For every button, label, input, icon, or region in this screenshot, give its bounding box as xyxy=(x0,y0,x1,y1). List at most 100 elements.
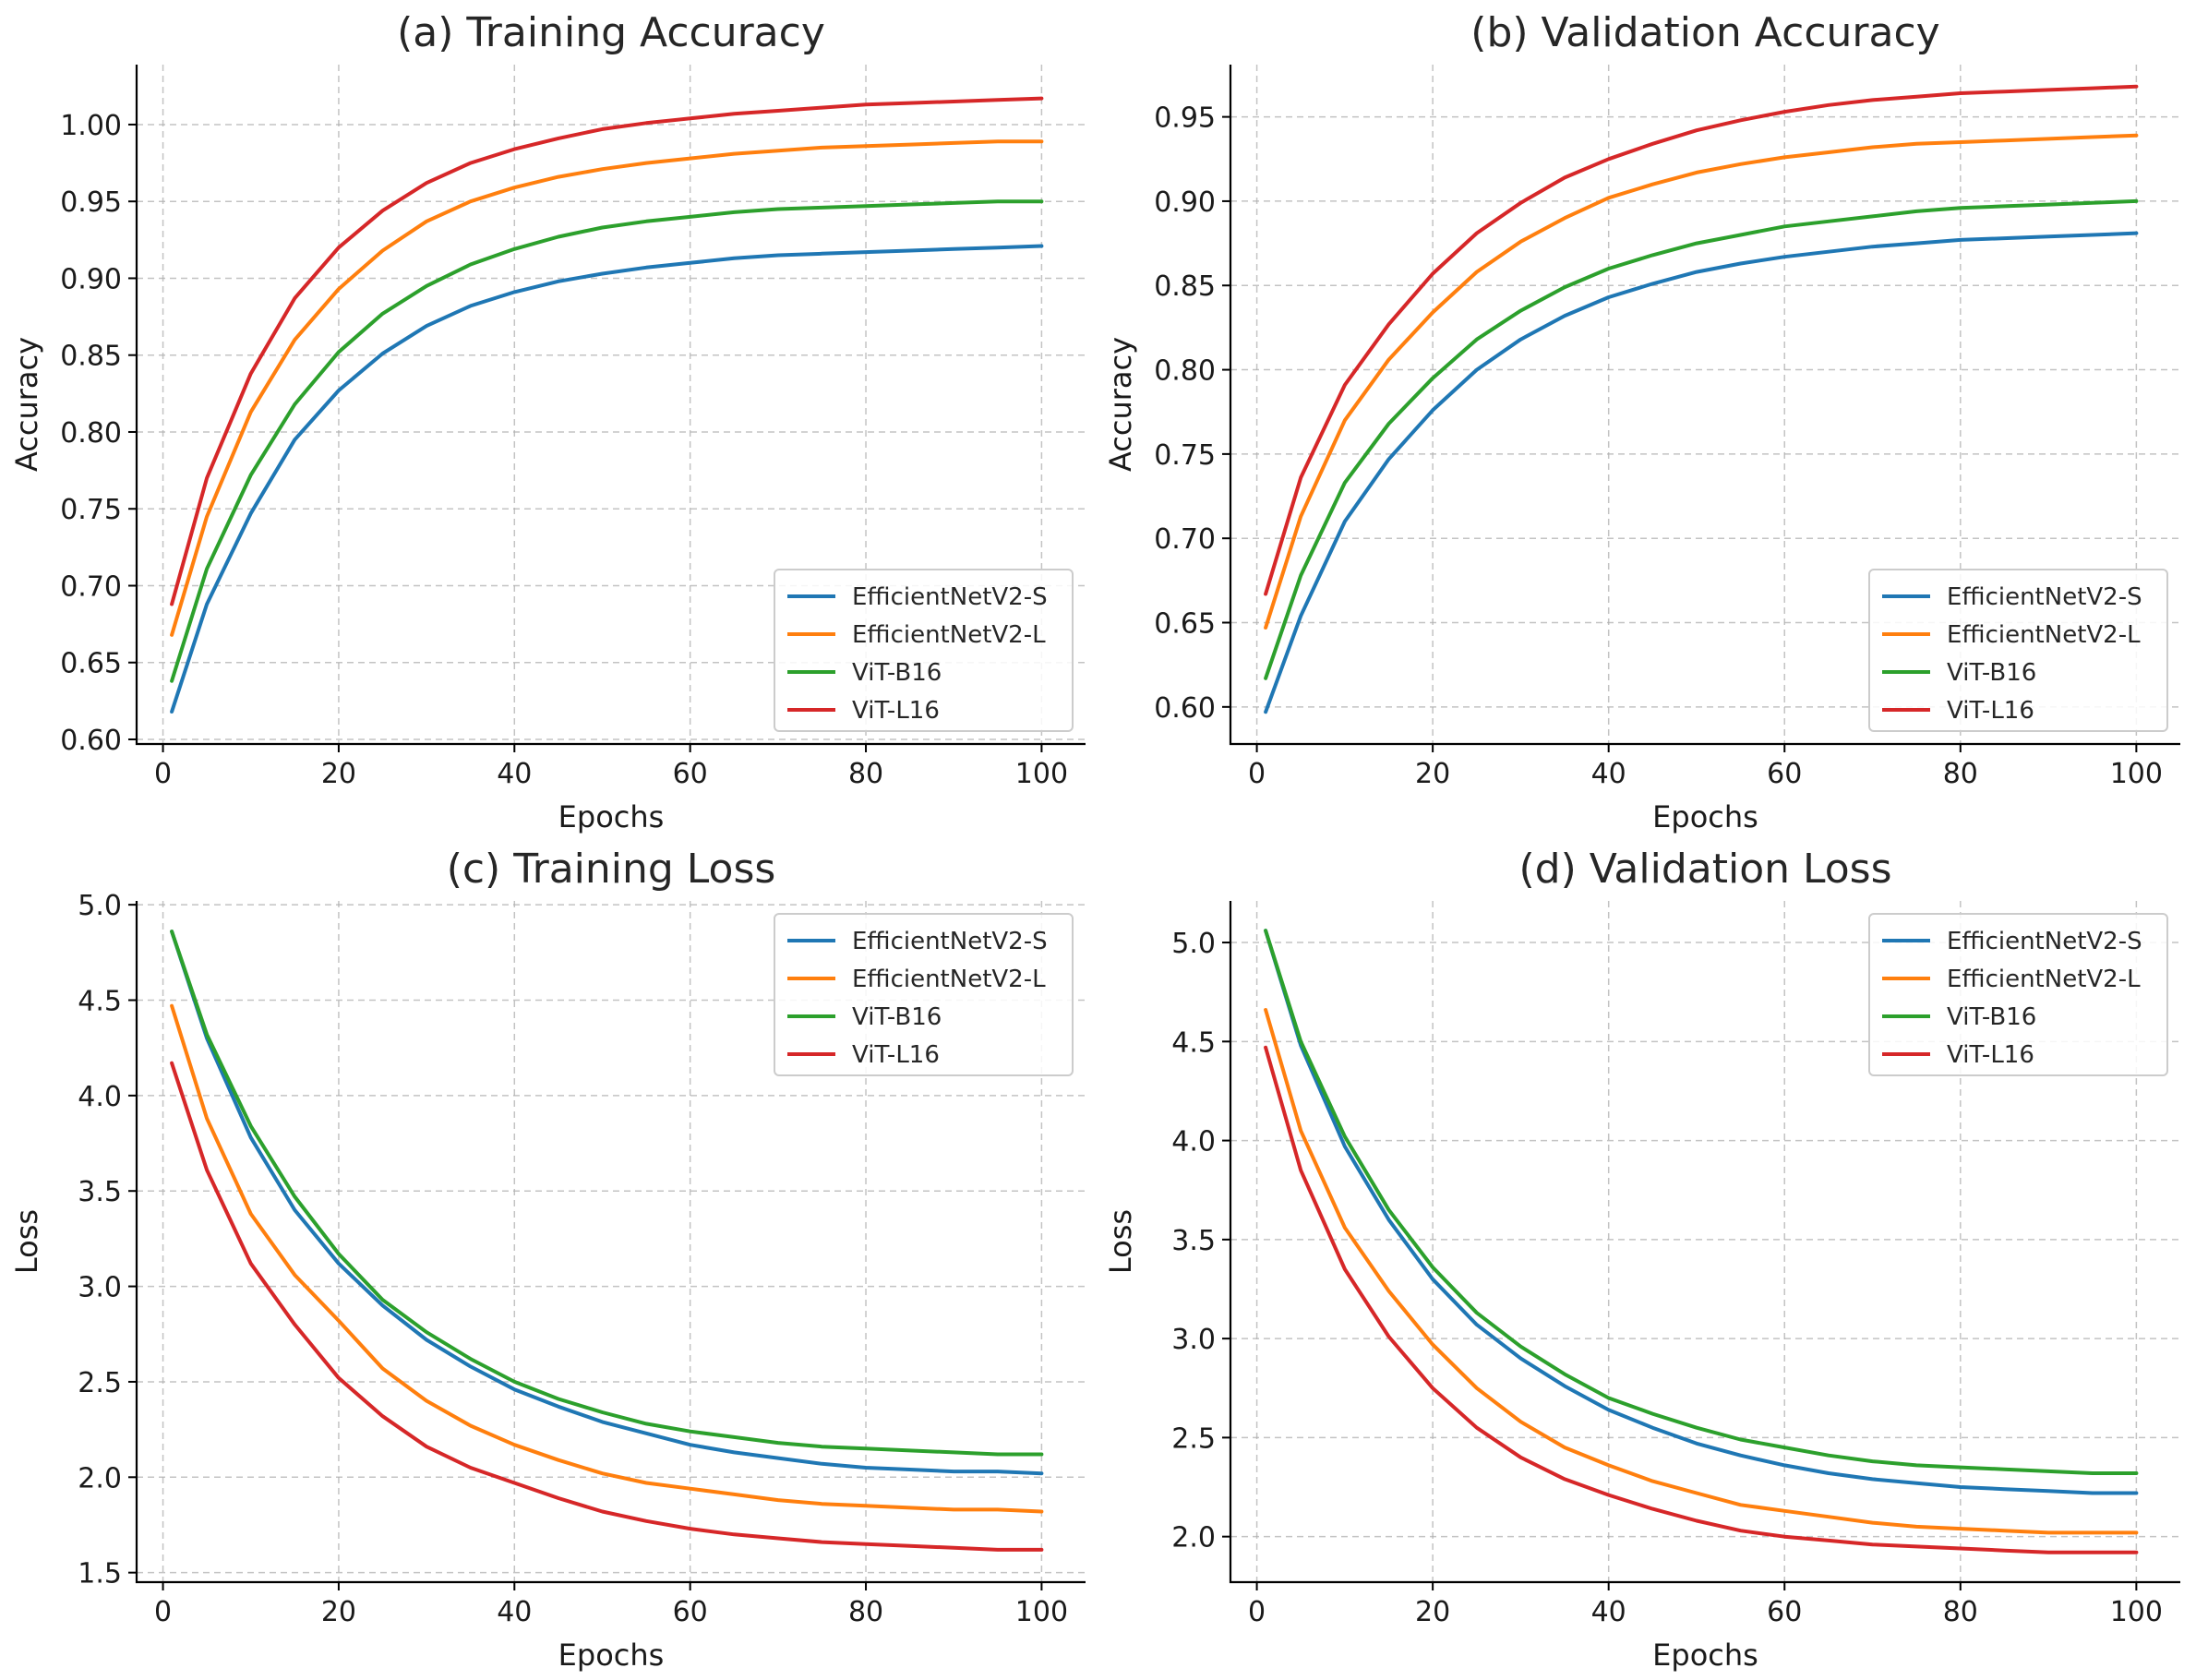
y-tick-label-3: 3.0 xyxy=(78,1272,122,1304)
legend: EfficientNetV2-S EfficientNetV2-L ViT-B16 V… xyxy=(1868,569,2168,732)
chart-title: (c) Training Loss xyxy=(447,846,776,893)
x-tick-label-3: 60 xyxy=(1767,758,1802,790)
axis-spines xyxy=(135,65,1086,746)
y-tick-label-2: 3.0 xyxy=(1171,1324,1216,1356)
x-tick-label-0: 0 xyxy=(154,758,172,790)
y-tick-label-5: 0.85 xyxy=(60,341,122,373)
legend-label-1: EfficientNetV2-S xyxy=(1947,928,2142,955)
series-line-4 xyxy=(170,96,1044,606)
y-tick-label-5: 4.0 xyxy=(78,1081,122,1113)
chart-panel-2: 0 20 40 60 80 100 0.60 0.65 0.70 0.75 0.80 0.85 0.90… xyxy=(1103,9,2180,834)
legend-box xyxy=(774,913,1074,1076)
x-tick-label-4: 80 xyxy=(848,758,883,790)
y-tick-label-0: 1.5 xyxy=(78,1558,122,1590)
y-tick-label-6: 0.90 xyxy=(1154,186,1216,219)
y-axis-label: Accuracy xyxy=(9,337,44,472)
y-tick-label-3: 3.5 xyxy=(1171,1225,1216,1257)
legend-box xyxy=(1868,913,2168,1076)
x-tick-label-4: 80 xyxy=(848,1596,883,1628)
y-tick-label-4: 0.80 xyxy=(1154,355,1216,388)
y-tick-label-2: 2.5 xyxy=(78,1367,122,1399)
x-tick-label-5: 100 xyxy=(2110,1596,2163,1628)
legend-box xyxy=(774,569,1074,732)
y-tick-label-4: 3.5 xyxy=(78,1176,122,1208)
series-line-1 xyxy=(170,930,1044,1476)
x-axis-label: Epochs xyxy=(1652,799,1758,834)
legend-label-4: ViT-L16 xyxy=(852,1041,940,1069)
y-tick-label-1: 0.65 xyxy=(60,648,122,680)
series-line-3 xyxy=(1264,198,2139,680)
y-axis-label: Loss xyxy=(9,1209,44,1274)
x-axis-label: Epochs xyxy=(558,1638,665,1673)
axis-spines xyxy=(1229,65,2180,746)
legend-label-3: ViT-B16 xyxy=(852,659,942,687)
y-tick-label-3: 0.75 xyxy=(60,494,122,526)
series-line-3 xyxy=(170,930,1044,1457)
y-tick-label-7: 0.95 xyxy=(60,186,122,219)
y-tick-label-4: 4.0 xyxy=(1171,1126,1216,1158)
legend-label-2: EfficientNetV2-L xyxy=(1947,966,2141,993)
y-tick-label-5: 0.85 xyxy=(1154,270,1216,303)
x-tick-label-1: 20 xyxy=(1415,1596,1450,1628)
series-line-4 xyxy=(1264,84,2139,596)
y-tick-label-1: 2.0 xyxy=(78,1462,122,1494)
series-line-1 xyxy=(1264,929,2139,1495)
y-axis-label: Accuracy xyxy=(1103,337,1138,472)
chart-title: (d) Validation Loss xyxy=(1518,846,1891,893)
legend: EfficientNetV2-S EfficientNetV2-L ViT-B16 V… xyxy=(774,569,1074,732)
legend-label-2: EfficientNetV2-L xyxy=(852,966,1046,993)
x-tick-label-0: 0 xyxy=(1248,758,1266,790)
x-tick-label-3: 60 xyxy=(673,1596,708,1628)
x-tick-label-5: 100 xyxy=(2110,758,2163,790)
chart-panel-4: 0 20 40 60 80 100 2.0 2.5 3.0 3.5 4.0 4.5 5.0 (d) Val… xyxy=(1103,846,2180,1673)
legend-box xyxy=(1868,569,2168,732)
series-line-2 xyxy=(1264,1008,2139,1535)
y-tick-label-5: 4.5 xyxy=(1171,1026,1216,1059)
y-tick-label-0: 2.0 xyxy=(1171,1522,1216,1554)
legend-label-3: ViT-B16 xyxy=(852,1003,942,1031)
legend-label-1: EfficientNetV2-S xyxy=(852,583,1048,611)
x-tick-label-4: 80 xyxy=(1943,758,1978,790)
x-axis-label: Epochs xyxy=(558,799,665,834)
chart-title: (a) Training Accuracy xyxy=(397,9,825,56)
series-line-2 xyxy=(1264,133,2139,630)
legend-label-1: EfficientNetV2-S xyxy=(1947,583,2142,611)
y-tick-label-6: 0.90 xyxy=(60,263,122,295)
chart-title: (b) Validation Accuracy xyxy=(1470,9,1939,56)
x-tick-label-4: 80 xyxy=(1943,1596,1978,1628)
legend: EfficientNetV2-S EfficientNetV2-L ViT-B16 V… xyxy=(1868,913,2168,1076)
legend-label-3: ViT-B16 xyxy=(1947,659,2036,687)
legend-label-2: EfficientNetV2-L xyxy=(1947,621,2141,649)
x-tick-label-5: 100 xyxy=(1015,758,1068,790)
x-tick-label-5: 100 xyxy=(1015,1596,1068,1628)
x-tick-label-2: 40 xyxy=(497,1596,532,1628)
y-tick-label-3: 0.75 xyxy=(1154,439,1216,472)
chart-panel-3: 0 20 40 60 80 100 1.5 2.0 2.5 3.0 3.5 4.0 4.5 5.0 (c) … xyxy=(9,846,1086,1673)
x-tick-label-1: 20 xyxy=(321,758,356,790)
x-tick-label-2: 40 xyxy=(1591,758,1626,790)
y-tick-label-2: 0.70 xyxy=(1154,523,1216,556)
y-tick-label-7: 5.0 xyxy=(78,890,122,922)
x-tick-label-1: 20 xyxy=(1415,758,1450,790)
y-tick-label-1: 2.5 xyxy=(1171,1422,1216,1455)
x-tick-label-0: 0 xyxy=(154,1596,172,1628)
legend-label-3: ViT-B16 xyxy=(1947,1003,2036,1031)
y-tick-label-0: 0.60 xyxy=(60,725,122,757)
chart-panel-1: 0 20 40 60 80 100 0.60 0.65 0.70 0.75 0.80 0.85 0.90… xyxy=(9,9,1086,834)
y-tick-label-7: 0.95 xyxy=(1154,102,1216,135)
y-tick-label-8: 1.00 xyxy=(60,110,122,142)
legend: EfficientNetV2-S EfficientNetV2-L ViT-B16 V… xyxy=(774,913,1074,1076)
legend-label-4: ViT-L16 xyxy=(1947,697,2034,725)
series-line-1 xyxy=(1264,231,2139,714)
legend-label-4: ViT-L16 xyxy=(1947,1041,2034,1069)
series-line-1 xyxy=(170,244,1044,714)
x-tick-label-3: 60 xyxy=(673,758,708,790)
x-tick-label-1: 20 xyxy=(321,1596,356,1628)
series-line-2 xyxy=(170,1003,1044,1514)
y-tick-label-1: 0.65 xyxy=(1154,608,1216,641)
y-axis-label: Loss xyxy=(1103,1209,1138,1274)
legend-label-2: EfficientNetV2-L xyxy=(852,621,1046,649)
y-tick-label-4: 0.80 xyxy=(60,417,122,450)
axis-spines xyxy=(135,901,1086,1584)
series-line-3 xyxy=(170,199,1044,683)
